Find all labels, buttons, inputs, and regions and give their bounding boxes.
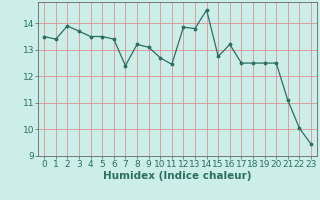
X-axis label: Humidex (Indice chaleur): Humidex (Indice chaleur): [103, 171, 252, 181]
